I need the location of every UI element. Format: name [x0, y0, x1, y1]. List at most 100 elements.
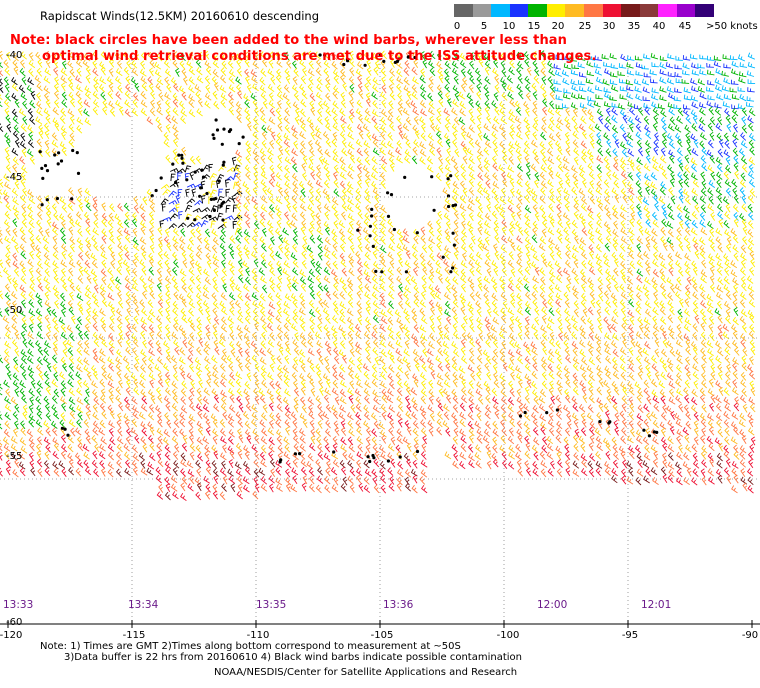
wind-barb: [659, 69, 667, 76]
wind-barb: [581, 459, 588, 468]
wind-barb: [629, 162, 635, 172]
wind-barb: [117, 219, 124, 229]
wind-barb: [691, 85, 699, 93]
wind-barb: [85, 435, 91, 445]
wind-barb: [610, 71, 618, 78]
wind-barb: [546, 443, 554, 452]
wind-barb: [748, 396, 756, 405]
wind-barb: [268, 402, 274, 412]
wind-barb: [715, 122, 722, 132]
wind-barb: [339, 131, 346, 140]
wind-barb: [588, 386, 594, 396]
wind-barb: [3, 98, 10, 108]
wind-barb: [467, 388, 474, 397]
wind-barb: [454, 171, 460, 181]
wind-barb: [677, 332, 684, 341]
wind-barb: [258, 267, 266, 276]
wind-barb: [501, 451, 507, 461]
wind-barb: [147, 299, 154, 309]
wind-barb: [261, 131, 267, 140]
wind-barb: [221, 250, 227, 260]
wind-barb: [621, 395, 628, 405]
wind-barb: [510, 242, 516, 252]
wind-barb: [701, 445, 708, 454]
wind-barb: [476, 412, 482, 422]
wind-barb: [710, 394, 716, 404]
wind-barb: [510, 212, 516, 221]
wind-barb: [572, 290, 579, 300]
wind-barb: [267, 154, 274, 164]
wind-barb: [300, 188, 306, 198]
wind-barb: [220, 354, 228, 364]
wind-barb: [509, 339, 516, 349]
wind-barb: [659, 421, 667, 430]
wind-barb: [620, 468, 627, 478]
wind-barb: [469, 267, 475, 277]
wind-barb: [404, 285, 411, 294]
wind-barb: [43, 347, 50, 357]
wind-barb: [4, 396, 11, 404]
wind-barb: [605, 426, 611, 436]
wind-barb: [628, 116, 635, 125]
wind-barb: [524, 204, 532, 214]
wind-barb: [251, 411, 259, 420]
wind-barb: [749, 380, 755, 390]
wind-barb: [252, 99, 258, 109]
wind-barb: [76, 259, 83, 269]
wind-barb: [225, 205, 231, 213]
wind-barb: [661, 218, 667, 228]
wind-barb: [540, 67, 547, 77]
wind-barb: [641, 78, 650, 86]
wind-barb: [659, 155, 667, 164]
wind-barb: [692, 291, 699, 300]
wind-barb: [357, 356, 363, 366]
wind-barb: [562, 163, 570, 172]
wind-barb: [180, 227, 186, 237]
wind-barb: [387, 412, 394, 421]
wind-barb: [748, 139, 755, 149]
wind-barb: [38, 371, 44, 381]
wind-barb: [507, 349, 515, 358]
wind-barb: [645, 242, 651, 252]
contamination-marker: [380, 270, 384, 274]
wind-barb: [228, 387, 235, 396]
wind-barb: [514, 341, 522, 350]
wind-barb: [12, 356, 19, 366]
wind-barb: [516, 235, 523, 244]
wind-barb: [164, 259, 170, 269]
wind-barb: [580, 443, 586, 452]
wind-barb: [622, 386, 628, 396]
wind-barb: [44, 314, 50, 324]
contamination-marker: [406, 55, 410, 59]
wind-barb: [563, 332, 570, 341]
wind-barb: [218, 188, 224, 197]
wind-barb: [700, 300, 707, 309]
wind-barb: [412, 251, 419, 261]
wind-barb: [364, 156, 371, 166]
contamination-marker: [205, 191, 209, 196]
wind-barb: [53, 323, 60, 333]
wind-barb: [459, 411, 467, 420]
wind-barb: [116, 370, 122, 380]
wind-barb: [4, 420, 11, 430]
wind-barb: [332, 410, 339, 420]
wind-barb: [228, 106, 235, 116]
wind-barb: [5, 138, 11, 148]
wind-barb: [315, 395, 322, 404]
wind-barb: [532, 100, 538, 110]
wind-barb: [196, 284, 202, 293]
wind-barb: [740, 252, 747, 261]
wind-barb: [102, 106, 108, 116]
wind-barb: [85, 388, 90, 398]
wind-barb: [276, 91, 284, 100]
wind-barb: [195, 155, 202, 165]
wind-barb: [77, 98, 84, 108]
wind-barb: [381, 434, 387, 444]
wind-barb: [347, 235, 354, 244]
wind-barb: [643, 475, 650, 484]
wind-barb: [180, 482, 186, 492]
wind-barb: [707, 94, 715, 101]
wind-barb: [595, 227, 603, 236]
wind-barb: [269, 51, 275, 61]
wind-barb: [225, 188, 230, 197]
